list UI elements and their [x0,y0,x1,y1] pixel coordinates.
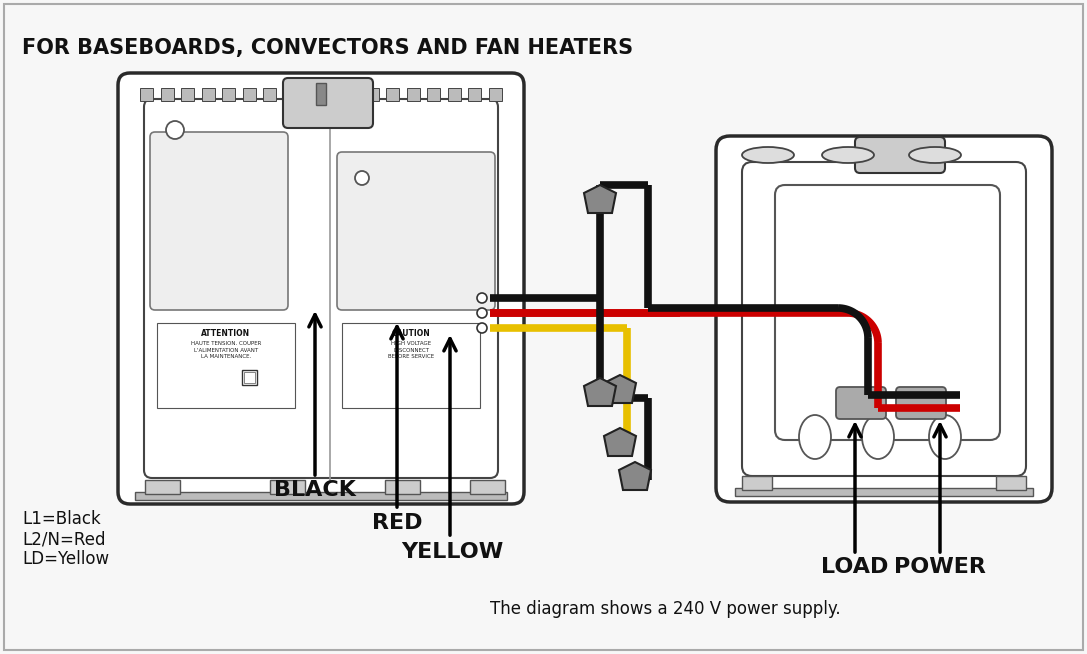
Circle shape [477,293,487,303]
Bar [427,88,440,101]
Text: L2/N=Red: L2/N=Red [22,530,105,548]
Polygon shape [584,185,616,213]
Bar [145,480,180,494]
Bar [386,88,399,101]
FancyBboxPatch shape [855,137,945,173]
Circle shape [477,308,487,318]
Bar [243,372,255,383]
Bar [345,88,358,101]
Ellipse shape [742,147,794,163]
Text: LD=Yellow: LD=Yellow [22,550,109,568]
Bar [242,370,257,385]
Bar [263,88,276,101]
Bar [742,476,772,490]
Circle shape [477,323,487,333]
Text: BLACK: BLACK [274,480,355,500]
Bar [407,88,420,101]
Polygon shape [604,375,636,403]
FancyBboxPatch shape [775,185,1000,440]
Text: L1=Black: L1=Black [22,510,101,528]
Ellipse shape [799,415,830,459]
Bar [161,88,174,101]
Ellipse shape [909,147,961,163]
Bar [242,88,255,101]
Bar [284,88,297,101]
FancyBboxPatch shape [118,73,524,504]
Bar [342,323,480,408]
FancyBboxPatch shape [836,387,886,419]
Bar [304,88,317,101]
Bar [157,323,295,408]
Bar [325,88,337,101]
Bar [468,88,482,101]
Polygon shape [584,378,616,406]
Text: The diagram shows a 240 V power supply.: The diagram shows a 240 V power supply. [490,600,840,618]
Bar [135,492,507,500]
Bar [470,480,505,494]
Text: RED: RED [372,513,422,533]
Ellipse shape [862,415,894,459]
Bar [316,83,326,105]
Bar [735,488,1033,496]
FancyBboxPatch shape [283,78,373,128]
FancyBboxPatch shape [896,387,946,419]
Bar [996,476,1026,490]
Polygon shape [604,428,636,456]
Text: CAUTION: CAUTION [391,329,430,338]
Text: YELLOW: YELLOW [401,542,503,562]
Bar [182,88,193,101]
Circle shape [166,121,184,139]
Text: ATTENTION: ATTENTION [201,329,251,338]
Bar [488,88,501,101]
Bar [222,88,235,101]
Text: HIGH VOLTAGE
DISCONNECT
BEFORE SERVICE: HIGH VOLTAGE DISCONNECT BEFORE SERVICE [388,341,434,359]
Text: FOR BASEBOARDS, CONVECTORS AND FAN HEATERS: FOR BASEBOARDS, CONVECTORS AND FAN HEATE… [22,38,633,58]
Bar [201,88,214,101]
FancyBboxPatch shape [337,152,495,310]
Bar [448,88,461,101]
Polygon shape [619,462,651,490]
FancyBboxPatch shape [742,162,1026,476]
Text: LOAD: LOAD [822,557,889,577]
Ellipse shape [822,147,874,163]
Circle shape [355,171,368,185]
FancyBboxPatch shape [150,132,288,310]
Text: POWER: POWER [895,557,986,577]
Text: HAUTE TENSION. COUPER
L'ALIMENTATION AVANT
LA MAINTENANCE.: HAUTE TENSION. COUPER L'ALIMENTATION AVA… [191,341,261,359]
Bar [385,480,420,494]
Bar [270,480,305,494]
FancyBboxPatch shape [716,136,1052,502]
Ellipse shape [929,415,961,459]
Bar [140,88,153,101]
FancyBboxPatch shape [143,99,498,478]
Bar [365,88,378,101]
